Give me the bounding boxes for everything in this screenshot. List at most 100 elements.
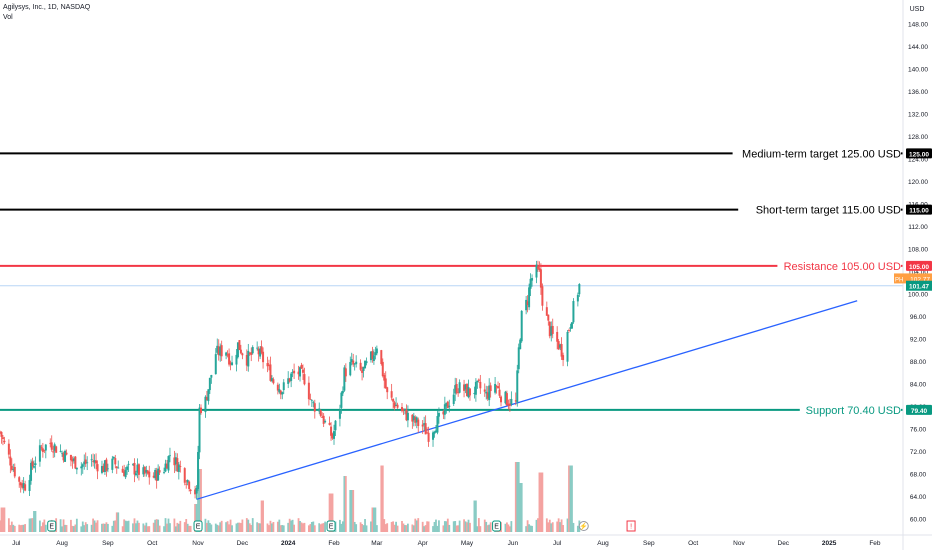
- volume-bar: [375, 525, 378, 532]
- x-tick-label: 2025: [822, 540, 837, 547]
- volume-bar: [506, 522, 508, 532]
- y-tick-label: 124.00: [908, 157, 928, 164]
- volume-bar: [572, 522, 575, 532]
- volume-bar: [102, 523, 105, 532]
- level-labels: Medium-term target 125.00 USD 125.00 Short…: [732, 147, 932, 417]
- candle-body: [364, 360, 367, 369]
- candle-body: [145, 470, 148, 473]
- volume-bar: [241, 519, 244, 532]
- candle-body: [53, 444, 56, 451]
- support-price-tag-text: 79.40: [911, 408, 928, 415]
- volume-bar: [526, 520, 529, 532]
- candle-body: [100, 466, 103, 473]
- volume-bar: [127, 520, 130, 532]
- candle-body: [414, 417, 417, 423]
- candle-body: [324, 421, 327, 423]
- chart-legend: Agilysys, Inc., 1D, NASDAQ Vol: [3, 3, 90, 23]
- candle-body: [569, 327, 572, 329]
- y-tick-label: 148.00: [908, 22, 928, 29]
- volume-bar: [31, 518, 34, 532]
- event-marker-glyph: E: [49, 524, 54, 531]
- volume-bar: [237, 522, 239, 532]
- candle-body: [288, 378, 291, 382]
- dividend-marker-icon: [578, 521, 589, 531]
- candle-body: [517, 347, 520, 370]
- upcoming-earnings-icon: [626, 520, 636, 532]
- candle-body: [417, 419, 420, 426]
- volume-bar: [344, 476, 347, 532]
- volume-bar: [407, 523, 409, 532]
- candle-body: [247, 350, 250, 367]
- candle-body: [115, 466, 118, 469]
- y-tick-label: 92.00: [910, 337, 927, 344]
- candle-body: [1, 437, 4, 439]
- x-tick-label: Oct: [147, 540, 157, 547]
- candle-body: [318, 408, 321, 412]
- volume-bar: [569, 465, 572, 532]
- candle-body: [525, 299, 528, 311]
- candle-body: [185, 483, 188, 485]
- volume-bar: [143, 525, 146, 532]
- volume-bar: [71, 525, 74, 532]
- candle-body: [186, 480, 189, 483]
- candle-body: [22, 483, 25, 489]
- volume-bar: [414, 518, 417, 532]
- candle-body: [405, 409, 408, 421]
- candle-body: [239, 349, 242, 354]
- x-tick-label: Sep: [643, 540, 655, 547]
- volume-bar: [343, 476, 346, 532]
- candle-body: [355, 361, 358, 365]
- volume-bar: [288, 518, 291, 532]
- candle-body: [371, 351, 374, 359]
- y-tick-label: 100.00: [908, 292, 928, 299]
- volume-bar: [303, 522, 306, 532]
- candle-body: [260, 346, 263, 353]
- candle-body: [207, 389, 210, 402]
- x-tick-label: Jul: [553, 540, 562, 547]
- volume-bar: [551, 522, 554, 532]
- candle-body: [402, 409, 405, 411]
- volume-bar: [474, 500, 477, 532]
- volume-bar: [268, 525, 270, 532]
- candle-body: [299, 367, 302, 377]
- volume-bar: [371, 507, 374, 532]
- volume-bar: [154, 519, 157, 532]
- candle-body: [433, 431, 436, 434]
- candle-body: [556, 331, 559, 342]
- candle-body: [143, 466, 146, 474]
- candle-body: [55, 446, 58, 453]
- volume-bar: [64, 524, 66, 532]
- volume-bar: [204, 518, 207, 532]
- candle-body: [443, 404, 446, 415]
- volume-bar: [359, 522, 362, 532]
- candle-body: [13, 466, 16, 477]
- volume-bar: [545, 518, 548, 532]
- volume-bar: [488, 524, 491, 532]
- volume-bar: [370, 521, 372, 532]
- candle-body: [500, 396, 503, 403]
- volume-bar: [287, 522, 290, 532]
- volume-bar: [442, 525, 445, 532]
- candlesticks: [0, 260, 581, 500]
- candle-body: [189, 489, 192, 491]
- resistance-label-bg: [777, 259, 901, 272]
- candle-body: [257, 348, 260, 355]
- candle-body: [154, 469, 157, 479]
- earnings-marker-icon: [193, 520, 203, 532]
- candle-body: [486, 392, 489, 399]
- candle-body: [228, 353, 231, 365]
- candle-body: [195, 487, 198, 494]
- candle-body: [448, 405, 451, 407]
- candle-body: [344, 368, 347, 377]
- volume-bar: [299, 520, 301, 532]
- volume-bar: [152, 522, 155, 532]
- volume-bar: [571, 465, 573, 532]
- volume-bar: [436, 525, 439, 532]
- volume-bar: [300, 522, 303, 532]
- volume-bar: [163, 526, 165, 532]
- candle-body: [278, 389, 281, 393]
- candle-body: [372, 355, 375, 361]
- short_target-price-tag: [906, 204, 932, 215]
- y-tick-label: 104.00: [908, 269, 928, 276]
